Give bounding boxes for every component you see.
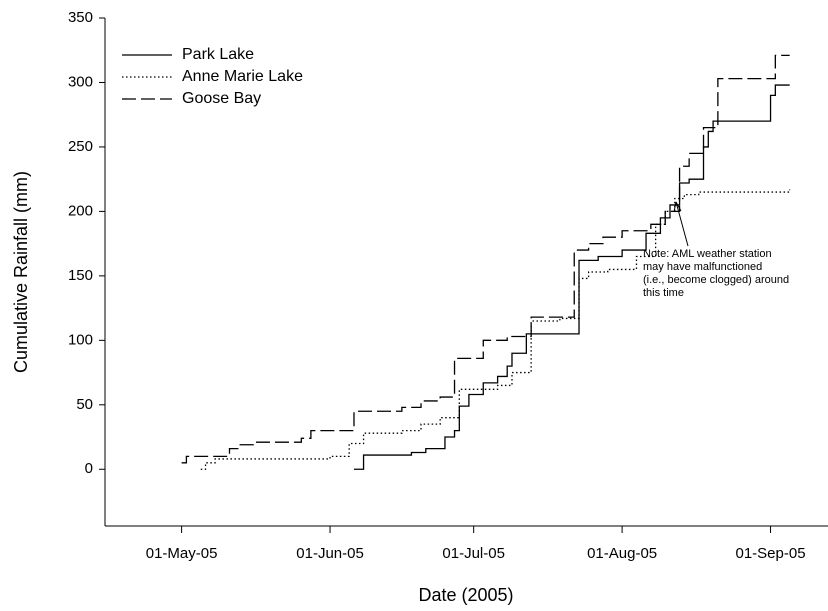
y-tick-label: 250 [68,138,93,155]
y-axis-title: Cumulative Rainfall (mm) [11,171,31,373]
y-tick-label: 200 [68,202,93,219]
x-axis-title: Date (2005) [418,585,513,605]
annotation-text: (i.e., become clogged) around [643,274,789,286]
x-tick-label: 01-May-05 [146,545,218,562]
annotation-text: Note: AML weather station [643,248,772,260]
legend-label: Goose Bay [182,90,261,107]
y-tick-label: 100 [68,331,93,348]
x-tick-label: 01-Sep-05 [736,545,806,562]
x-tick-label: 01-Jul-05 [442,545,505,562]
series-line [200,189,791,470]
series-line [353,84,790,470]
x-tick-label: 01-Aug-05 [587,545,657,562]
y-tick-label: 50 [76,396,93,413]
annotation-text: may have malfunctioned [643,261,762,273]
legend-label: Park Lake [182,46,254,63]
annotation-arrow [675,201,689,247]
y-tick-label: 350 [68,9,93,26]
y-tick-label: 0 [85,460,93,477]
annotation-text: this time [643,287,684,299]
y-tick-label: 150 [68,267,93,284]
x-tick-label: 01-Jun-05 [296,545,364,562]
y-tick-label: 300 [68,73,93,90]
legend-label: Anne Marie Lake [182,68,303,85]
series-line [181,54,790,464]
